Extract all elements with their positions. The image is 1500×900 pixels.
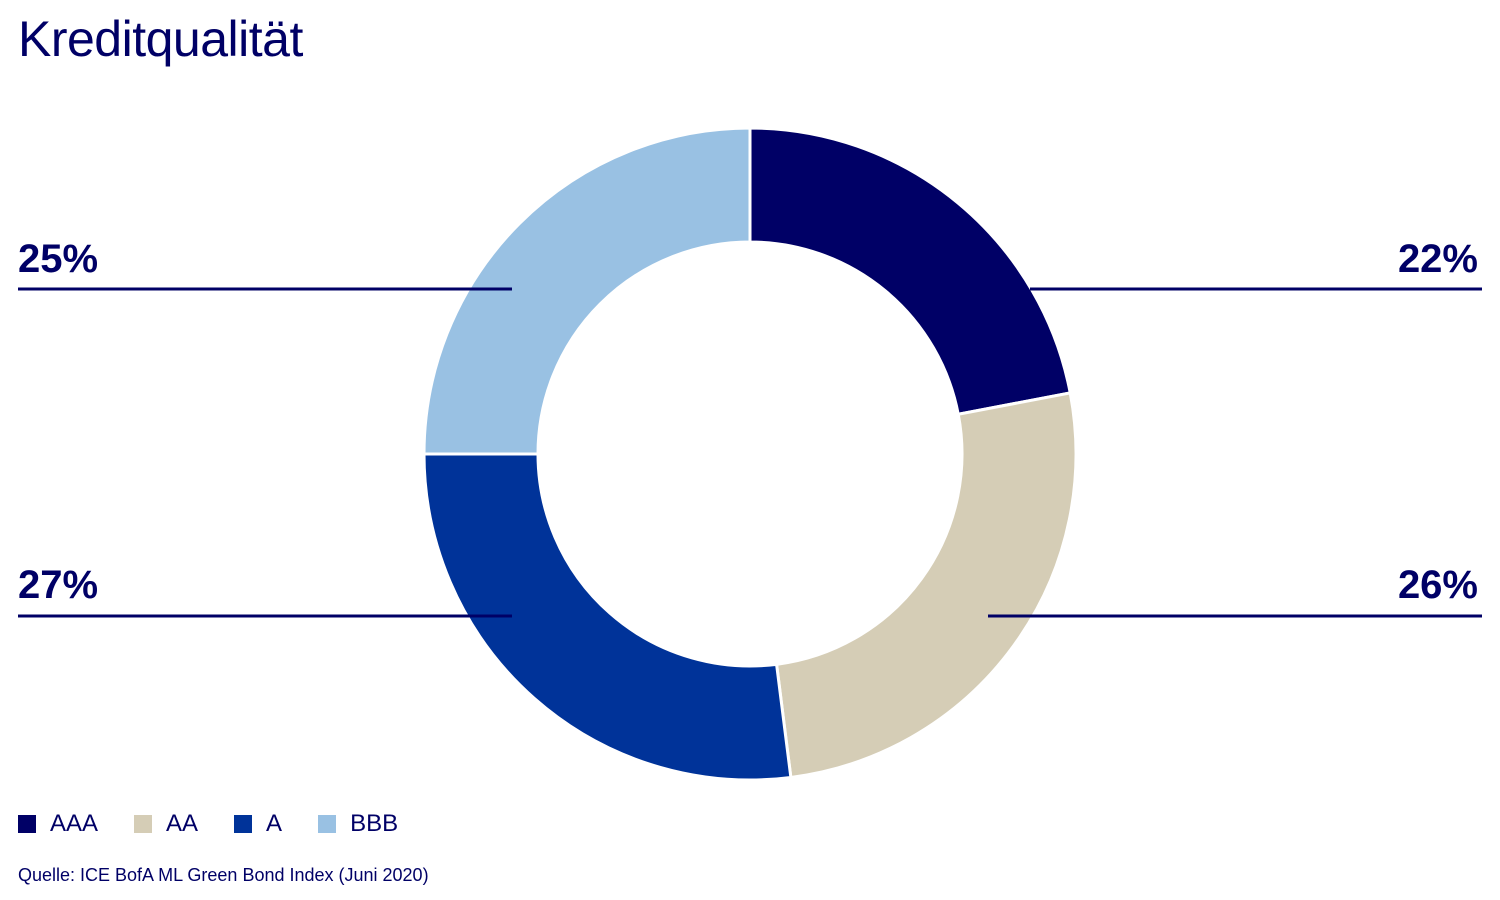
data-label-bbb: 25% [18,237,98,281]
legend-item-aaa: AAA [18,810,98,838]
legend-label-aaa: AAA [50,810,99,837]
legend-swatch-bbb [318,815,337,833]
data-label-a: 27% [18,563,98,607]
data-labels: 22% 26% 27% 25% [18,237,1478,607]
donut-slices [422,126,1078,782]
legend: AAA AA A BBB [18,810,434,838]
data-label-aa: 26% [1398,563,1478,607]
legend-label-bbb: BBB [350,810,399,837]
donut-slice-bbb [422,126,752,456]
legend-swatch-aaa [18,815,36,833]
callout-lines [18,287,1482,618]
chart-title: Kreditqualität [18,11,303,67]
legend-label-aa: AA [166,810,199,837]
legend-item-bbb: BBB [318,810,398,838]
source-note: Quelle: ICE BofA ML Green Bond Index (Ju… [18,865,429,885]
legend-swatch-a [234,815,253,833]
donut-slice-aa [774,391,1078,780]
legend-item-aa: AA [134,810,198,838]
donut-slice-aaa [748,126,1072,417]
legend-swatch-aa [134,815,153,833]
legend-label-a: A [266,810,283,837]
data-label-aaa: 22% [1398,237,1478,281]
donut-slice-a [422,452,793,782]
legend-item-a: A [234,810,282,838]
